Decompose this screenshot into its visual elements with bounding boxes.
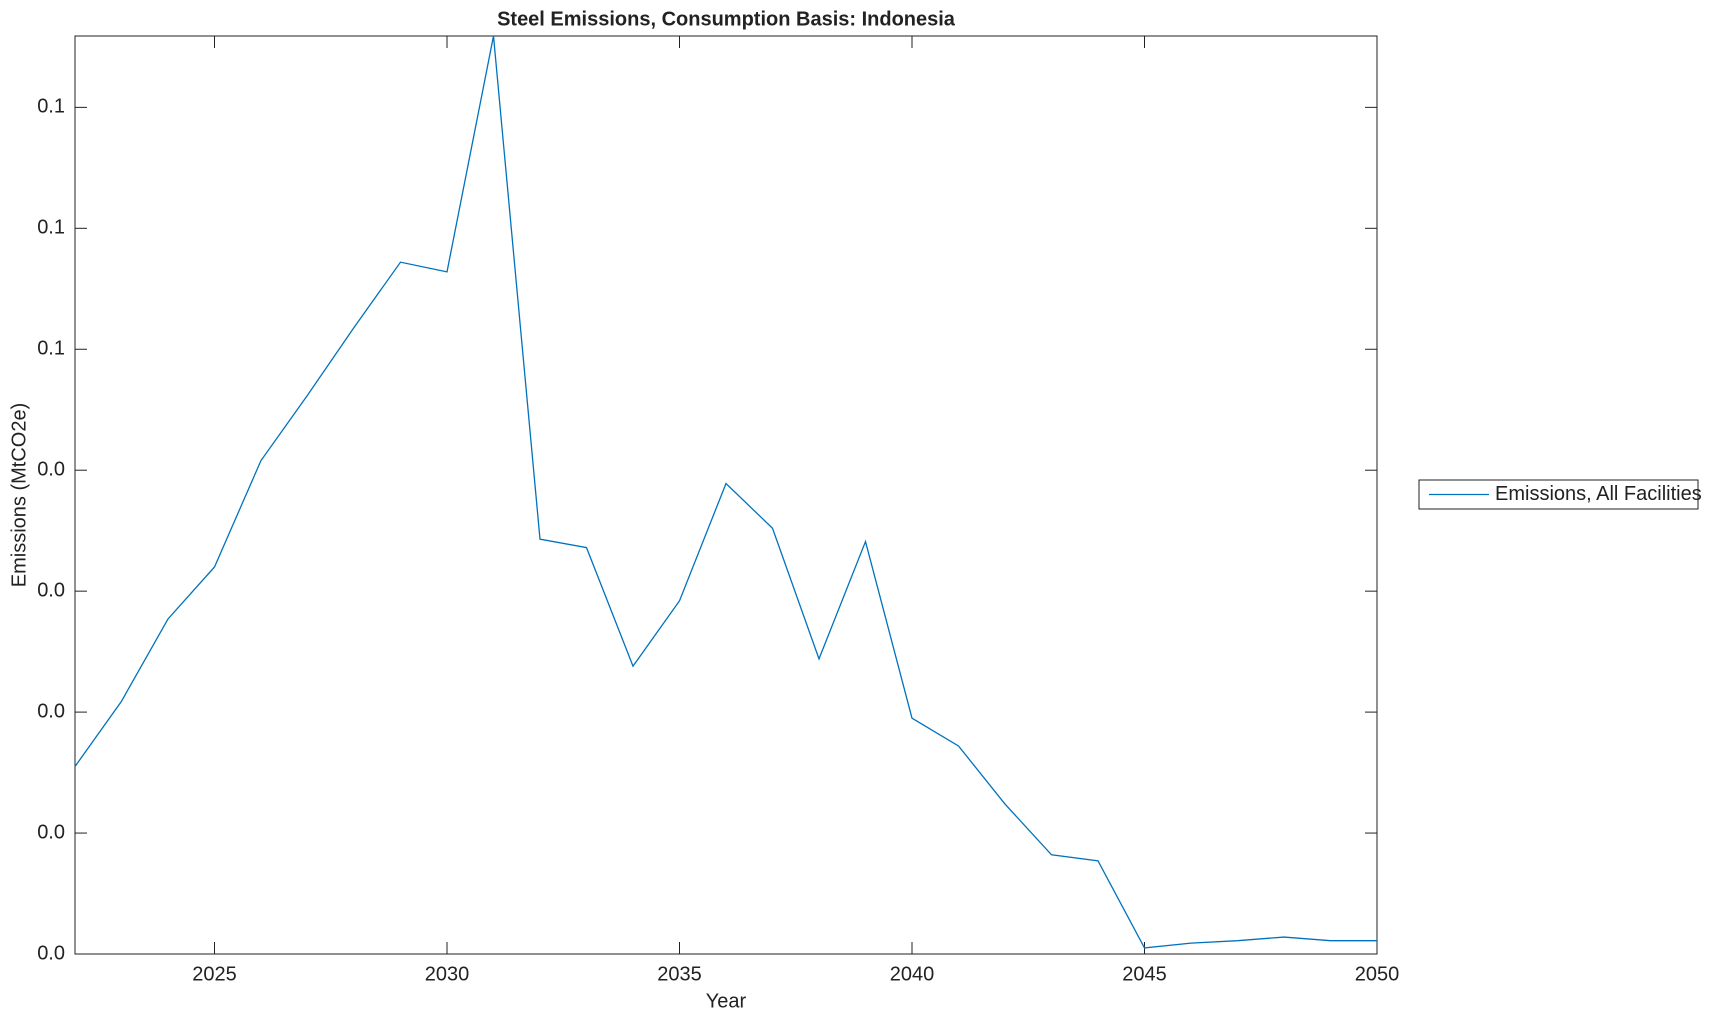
y-tick-label: 0.1 [37,338,65,360]
y-tick-label: 0.1 [37,217,65,239]
x-tick-label: 2050 [1355,963,1400,985]
x-axis-label: Year [706,990,747,1012]
chart-title: Steel Emissions, Consumption Basis: Indo… [497,8,956,30]
x-tick-label: 2035 [657,963,702,985]
x-tick-label: 2040 [890,963,935,985]
x-tick-label: 2030 [425,963,470,985]
plot-frame [74,35,1378,955]
y-tick-label: 0.0 [37,700,65,722]
x-tick-label: 2045 [1122,963,1167,985]
y-tick-label: 0.0 [37,821,65,843]
legend: Emissions, All Facilities [1418,479,1702,510]
y-tick-label: 0.0 [37,942,65,964]
y-tick-label: 0.1 [37,96,65,118]
y-tick-label: 0.0 [37,579,65,601]
y-tick-label: 0.0 [37,458,65,480]
y-axis-label: Emissions (MtCO2e) [8,403,30,587]
legend-label: Emissions, All Facilities [1495,483,1702,505]
data-line [74,35,1377,949]
x-tick-label: 2025 [192,963,237,985]
